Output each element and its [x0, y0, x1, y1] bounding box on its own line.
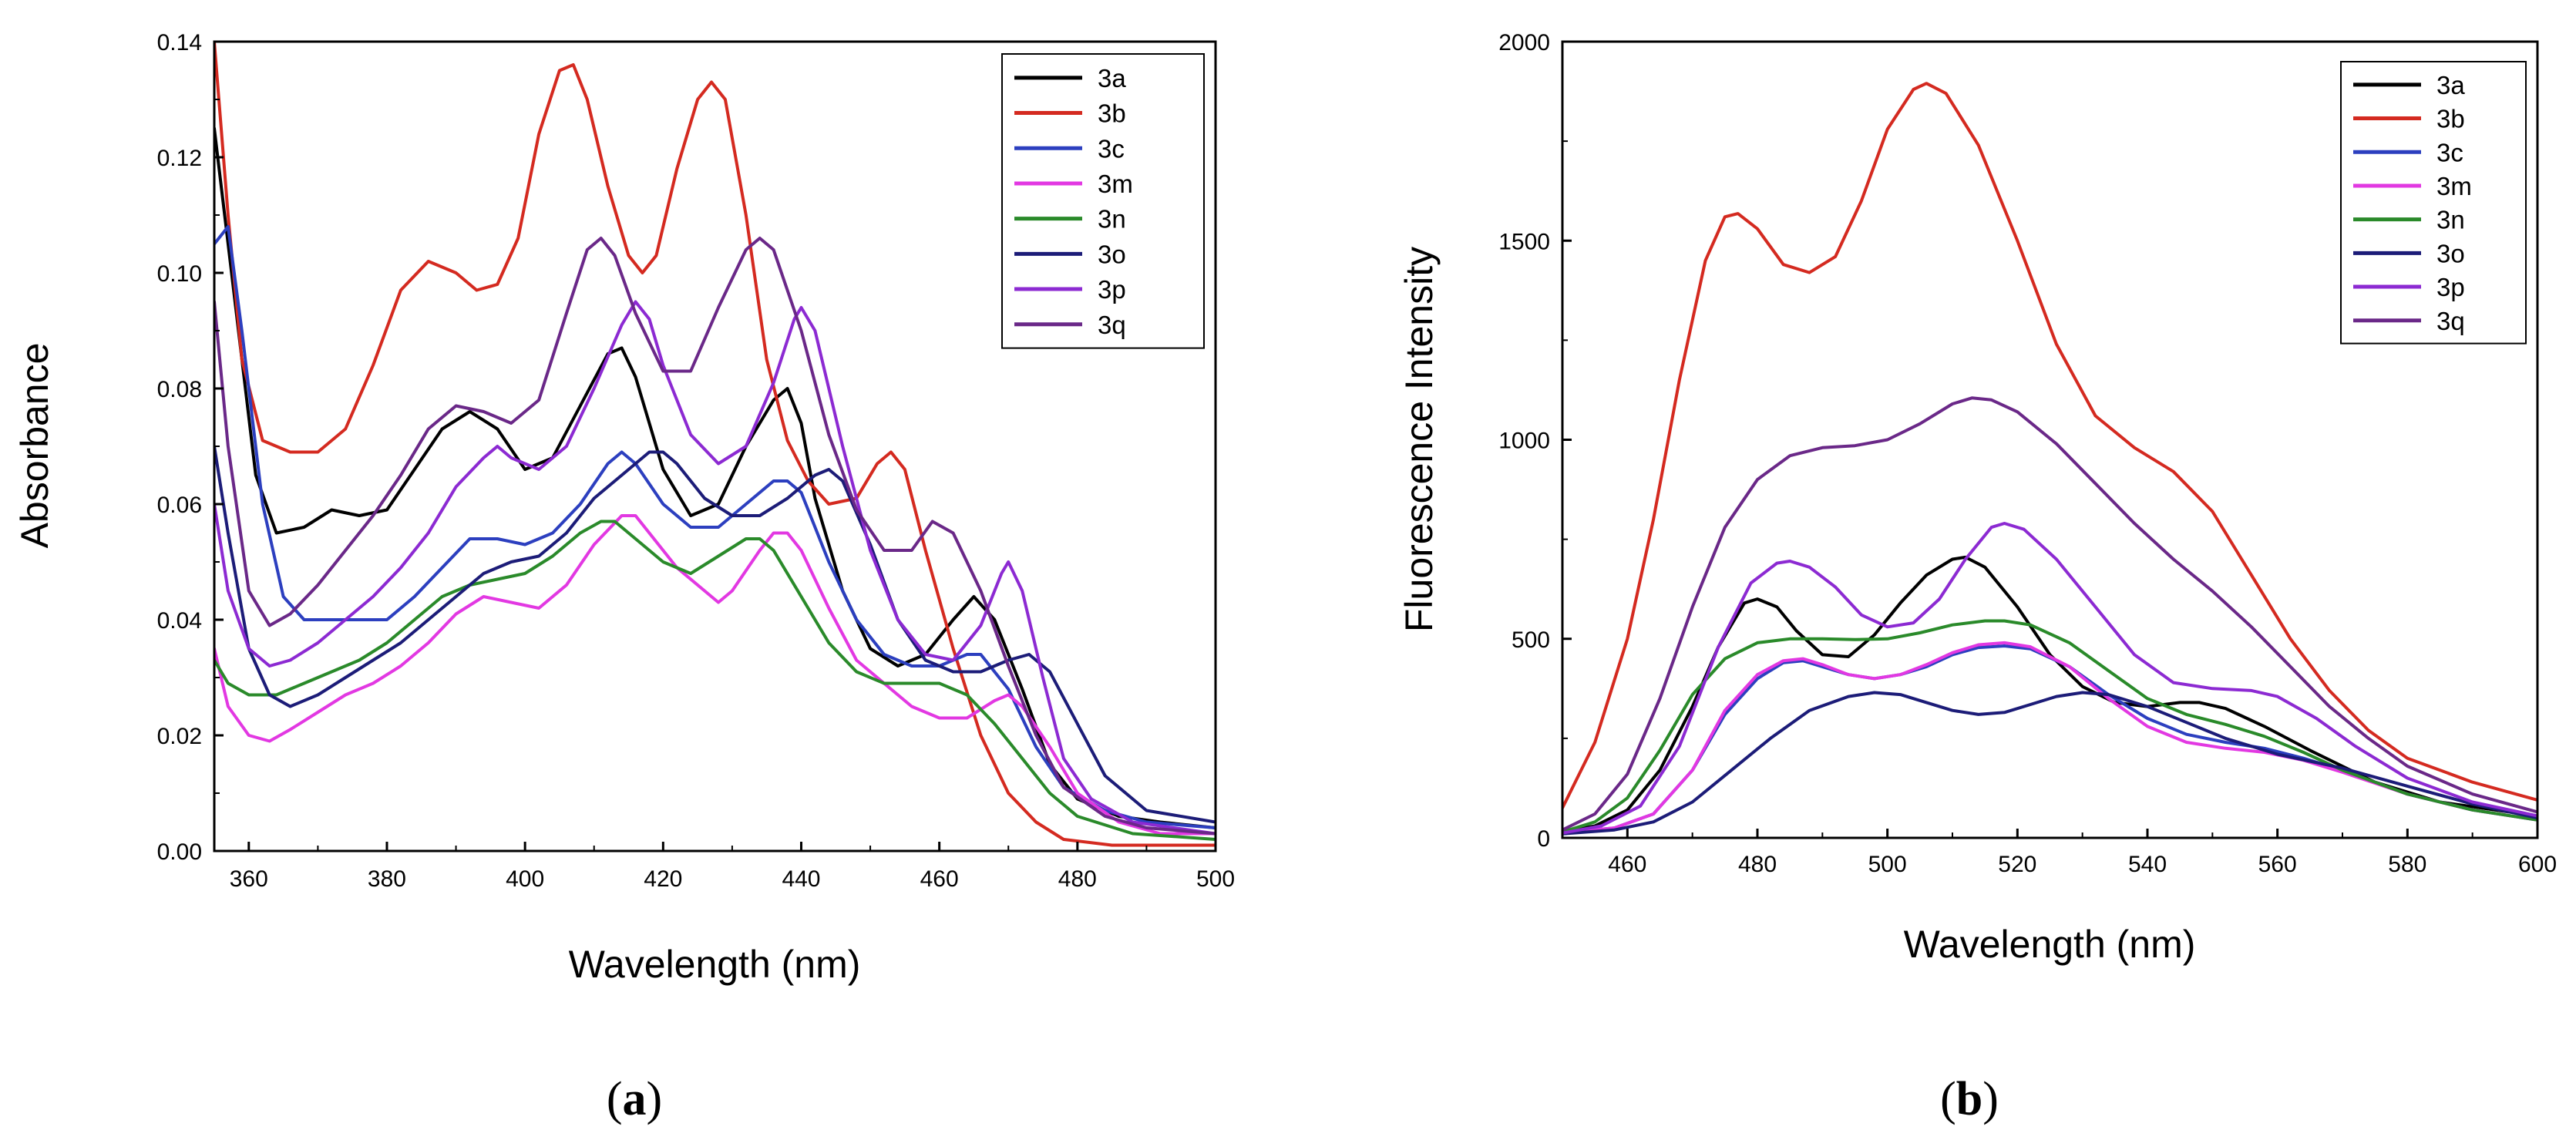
- chart-a-xtick-label: 380: [368, 866, 406, 892]
- chart-b-xlabel: Wavelength (nm): [1904, 923, 2196, 966]
- chart-b-ytick-label: 500: [1512, 627, 1550, 653]
- chart-a-xtick-label: 480: [1058, 866, 1097, 892]
- chart-b-legend-box: [2340, 61, 2527, 345]
- chart-b-xtick-label: 460: [1608, 852, 1646, 877]
- panel-label-a-letter: a: [623, 1073, 647, 1125]
- chart-b-legend: 3a 3b 3c 3m 3n 3o 3p 3q: [2340, 61, 2527, 345]
- chart-a-series-3p: [214, 300, 1216, 836]
- chart-b-ylabel: Fluorescence Intensity: [1397, 247, 1441, 632]
- chart-a-series-3m: [214, 514, 1216, 836]
- chart-a-lines: [214, 42, 1216, 847]
- chart-a-xtick-label: 440: [782, 866, 820, 892]
- chart-a-legend-label: 3q: [1098, 311, 1126, 339]
- chart-a-xtick-label: 400: [506, 866, 544, 892]
- chart-b-ytick-label: 0: [1537, 826, 1550, 852]
- chart-a-ticks: 360 380 400 420 440 460 480 500 0.00 0.02 0.04 0.06…: [157, 30, 1235, 892]
- chart-b-series-3p: [1562, 522, 2537, 835]
- chart-a-legend: 3a 3b 3c 3m 3n 3o 3p 3q: [1001, 53, 1205, 349]
- chart-b-ytick-label: 1500: [1498, 229, 1550, 254]
- chart-a-legend-label: 3o: [1098, 240, 1126, 268]
- chart-b: 460 480 500 520 540 560 580 600 0 500 1000 1500 2000…: [1397, 30, 2557, 966]
- chart-a-frame: [213, 40, 1217, 853]
- panel-label-b-close: ): [1982, 1073, 1999, 1125]
- chart-a-series-3c: [214, 225, 1216, 829]
- chart-b-legend-label: 3q: [2436, 307, 2465, 335]
- chart-b-series-3o: [1562, 691, 2537, 836]
- chart-b-legend-label: 3o: [2436, 239, 2465, 267]
- chart-b-series-3b: [1562, 82, 2537, 810]
- chart-b-xtick-label: 540: [2128, 852, 2167, 877]
- chart-a-legend-label: 3p: [1098, 275, 1126, 304]
- chart-b-xtick-label: 580: [2388, 852, 2426, 877]
- chart-b-legend-label: 3p: [2436, 273, 2465, 301]
- chart-a-ytick-label: 0.00: [157, 839, 202, 865]
- chart-a-legend-box: [1001, 53, 1205, 349]
- chart-a-xlabel: Wavelength (nm): [569, 943, 861, 986]
- chart-a-ytick-label: 0.06: [157, 493, 202, 518]
- chart-a-legend-label: 3m: [1098, 170, 1133, 198]
- chart-b-xtick-label: 560: [2258, 852, 2297, 877]
- chart-b-legend-label: 3a: [2436, 71, 2465, 99]
- chart-a-legend-label: 3n: [1098, 205, 1126, 234]
- panel-label-b-open: (: [1940, 1073, 1956, 1125]
- chart-a-series-3n: [214, 520, 1216, 841]
- chart-a-ytick-label: 0.12: [157, 146, 202, 171]
- panel-label-a: (a): [607, 1073, 662, 1125]
- chart-b-xtick-label: 520: [1998, 852, 2036, 877]
- panel-label-a-open: (: [607, 1073, 623, 1125]
- chart-b-xtick-label: 500: [1868, 852, 1907, 877]
- chart-a-ytick-label: 0.08: [157, 377, 202, 402]
- chart-a-ytick-label: 0.14: [157, 30, 202, 55]
- chart-b-series-3c: [1562, 644, 2537, 835]
- panel-label-a-close: ): [647, 1073, 663, 1125]
- chart-b-ytick-label: 2000: [1498, 30, 1550, 55]
- chart-b-legend-label: 3b: [2436, 105, 2465, 133]
- chart-a-ytick-label: 0.10: [157, 261, 202, 287]
- chart-a-ytick-label: 0.02: [157, 724, 202, 749]
- chart-a-series-3q: [214, 237, 1216, 836]
- chart-a-legend-label: 3a: [1098, 64, 1126, 92]
- chart-b-frame: [1561, 40, 2539, 839]
- chart-a-ytick-label: 0.04: [157, 608, 202, 634]
- chart-a-legend-label: 3c: [1098, 134, 1125, 163]
- chart-a-xtick-label: 500: [1196, 866, 1235, 892]
- chart-a-ylabel: Absorbance: [13, 343, 56, 549]
- chart-b-lines: [1562, 82, 2537, 836]
- chart-b-series-3q: [1562, 396, 2537, 832]
- chart-a-series-3o: [214, 445, 1216, 824]
- chart-a-series-3b: [214, 42, 1216, 847]
- chart-a-xtick-label: 420: [644, 866, 682, 892]
- chart-b-ytick-label: 1000: [1498, 429, 1550, 454]
- panel-label-b: (b): [1940, 1073, 1999, 1125]
- chart-b-xtick-label: 480: [1738, 852, 1777, 877]
- chart-a-xtick-label: 460: [920, 866, 959, 892]
- chart-b-legend-label: 3c: [2436, 138, 2463, 166]
- chart-b-legend-label: 3n: [2436, 206, 2465, 234]
- chart-b-legend-label: 3m: [2436, 172, 2472, 200]
- chart-b-xtick-label: 600: [2518, 852, 2557, 877]
- chart-a-xtick-label: 360: [230, 866, 268, 892]
- chart-a-legend-label: 3b: [1098, 99, 1126, 128]
- panel-label-b-letter: b: [1956, 1073, 1982, 1125]
- chart-a: 360 380 400 420 440 460 480 500 0.00 0.02 0.04 0.06…: [13, 30, 1235, 986]
